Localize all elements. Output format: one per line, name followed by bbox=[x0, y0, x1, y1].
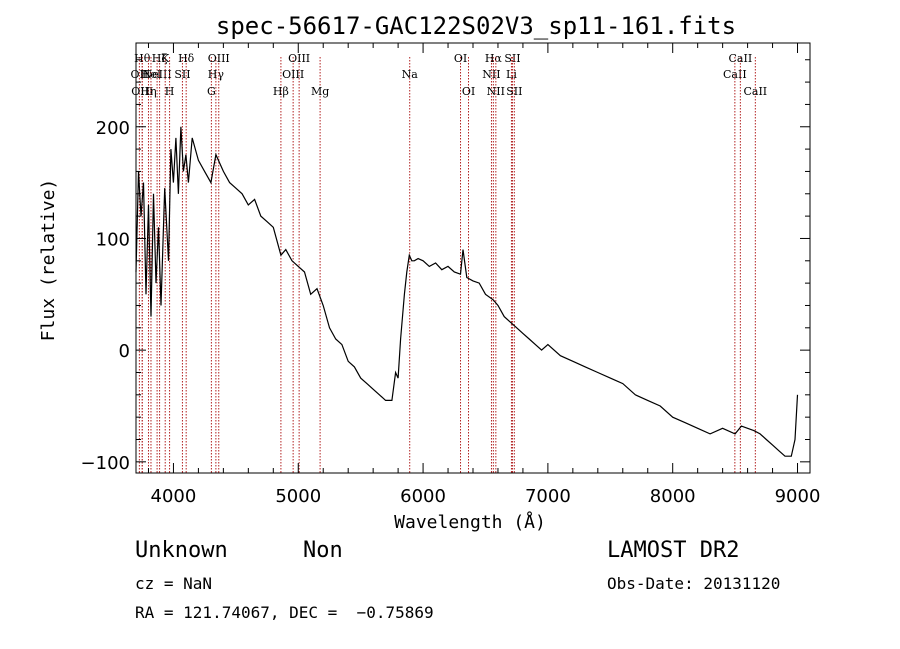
object-class: Unknown bbox=[135, 538, 228, 563]
line-label-27: CaII bbox=[723, 68, 747, 81]
line-label-5: NeIII bbox=[143, 68, 172, 81]
line-label-15: OIII bbox=[282, 68, 304, 81]
line-label-17: Mg bbox=[311, 85, 329, 98]
line-label-3: Hη bbox=[140, 85, 156, 98]
line-label-13: OIII bbox=[208, 52, 230, 65]
line-label-14: Hβ bbox=[273, 85, 289, 98]
line-label-9: SII bbox=[174, 68, 190, 81]
line-label-12: Hγ bbox=[208, 68, 225, 81]
y-tick-label-1: 0 bbox=[119, 341, 130, 362]
x-tick-label-2: 6000 bbox=[400, 486, 446, 507]
line-label-25: SII bbox=[504, 52, 520, 65]
line-label-20: OI bbox=[462, 85, 475, 98]
spectrum-line-0 bbox=[135, 126, 799, 457]
y-tick-label-2: 100 bbox=[96, 229, 130, 250]
line-label-21: NII bbox=[482, 68, 500, 81]
x-tick-label-0: 4000 bbox=[151, 486, 197, 507]
axes: 4000 5000 6000 7000 8000 9000 −100 0 100 200 bbox=[81, 43, 821, 507]
x-tick-label-5: 9000 bbox=[775, 486, 821, 507]
line-label-8: H bbox=[165, 85, 175, 98]
line-label-10: Hδ bbox=[178, 52, 195, 65]
y-tick-label-3: 200 bbox=[96, 118, 130, 139]
line-label-24: Li bbox=[506, 68, 517, 81]
line-label-18: Na bbox=[402, 68, 419, 81]
redshift-cz: cz = NaN bbox=[135, 574, 213, 593]
line-label-0: OII bbox=[131, 68, 149, 81]
emission-line-markers: OIIHθOIIIHηHeINeIIIHζKHSIIHδGHγOIIIHβOII… bbox=[131, 52, 767, 473]
line-label-28: CaII bbox=[729, 52, 753, 65]
y-tick-label-0: −100 bbox=[81, 453, 130, 474]
line-label-4: HeI bbox=[141, 68, 161, 81]
line-label-6: Hζ bbox=[152, 52, 168, 65]
spectrum-series bbox=[135, 126, 799, 457]
survey-name: LAMOST DR2 bbox=[607, 538, 740, 563]
chart-title: spec-56617-GAC122S02V3_sp11-161.fits bbox=[216, 12, 736, 40]
obs-date: Obs-Date: 20131120 bbox=[607, 574, 781, 593]
line-label-19: OI bbox=[454, 52, 467, 65]
ra-dec: RA = 121.74067, DEC = −0.75869 bbox=[135, 603, 434, 622]
x-tick-label-3: 7000 bbox=[525, 486, 571, 507]
x-tick-label-1: 5000 bbox=[275, 486, 321, 507]
line-label-29: CaII bbox=[743, 85, 767, 98]
plot-frame bbox=[135, 42, 811, 474]
object-subclass: Non bbox=[303, 538, 343, 563]
y-axis-label: Flux (relative) bbox=[38, 179, 59, 342]
line-label-26: SII bbox=[506, 85, 522, 98]
line-label-16: OIII bbox=[288, 52, 310, 65]
line-label-23: NII bbox=[487, 85, 505, 98]
line-label-11: G bbox=[207, 85, 216, 98]
x-tick-label-4: 8000 bbox=[650, 486, 696, 507]
x-axis-label: Wavelength (Å) bbox=[394, 511, 546, 533]
line-label-22: Hα bbox=[485, 52, 503, 65]
line-label-2: OIII bbox=[131, 85, 153, 98]
line-label-7: K bbox=[161, 52, 170, 65]
